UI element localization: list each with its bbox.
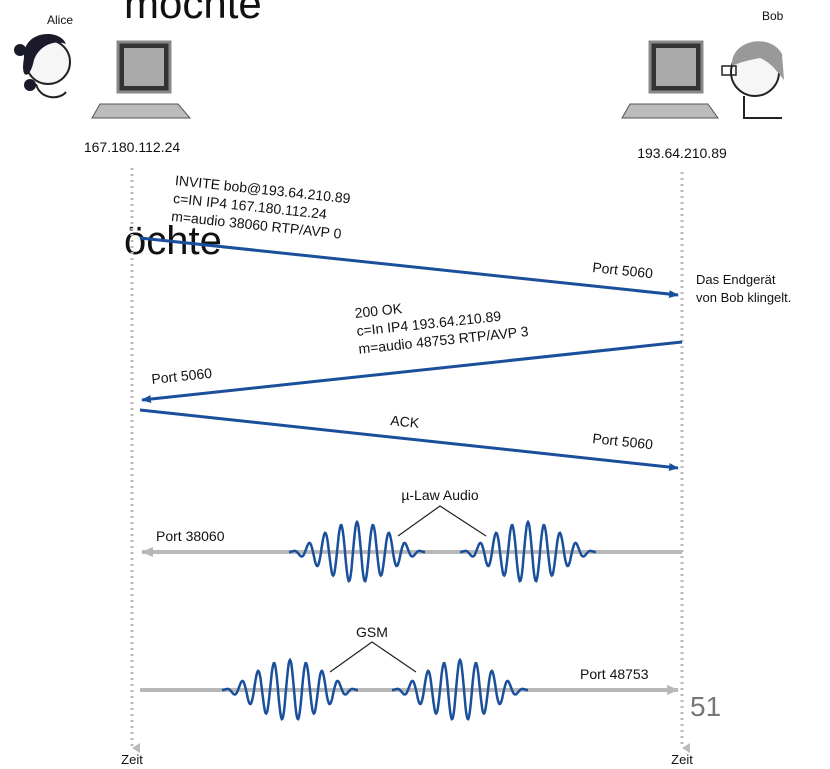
bob-icon bbox=[622, 41, 784, 118]
message-line: ACK bbox=[390, 412, 421, 431]
note-line: von Bob klingelt. bbox=[696, 290, 791, 305]
node-label: Alice bbox=[47, 13, 73, 27]
port-label: Port 5060 bbox=[592, 259, 654, 281]
port-label: Port 5060 bbox=[151, 365, 213, 387]
node-address: 167.180.112.24 bbox=[84, 139, 180, 155]
codec-label: GSM bbox=[356, 624, 388, 640]
node-label: Bob bbox=[762, 9, 784, 23]
slide-title-fragment: möchte bbox=[124, 0, 262, 27]
port-label: Port 5060 bbox=[592, 430, 654, 452]
time-label: Zeit bbox=[671, 752, 693, 767]
note-line: Das Endgerät bbox=[696, 272, 776, 287]
alice-icon bbox=[14, 34, 190, 118]
port-label: Port 38060 bbox=[156, 528, 225, 544]
port-label: Port 48753 bbox=[580, 666, 649, 682]
codec-label: µ-Law Audio bbox=[401, 487, 479, 503]
diagram: möchte öchte 51 Alice Bob 167.180.112.24… bbox=[0, 0, 830, 769]
node-address: 193.64.210.89 bbox=[637, 145, 727, 161]
codec-pointer bbox=[398, 506, 486, 536]
page-number: 51 bbox=[690, 691, 721, 722]
time-label: Zeit bbox=[121, 752, 143, 767]
codec-pointer bbox=[330, 642, 416, 672]
